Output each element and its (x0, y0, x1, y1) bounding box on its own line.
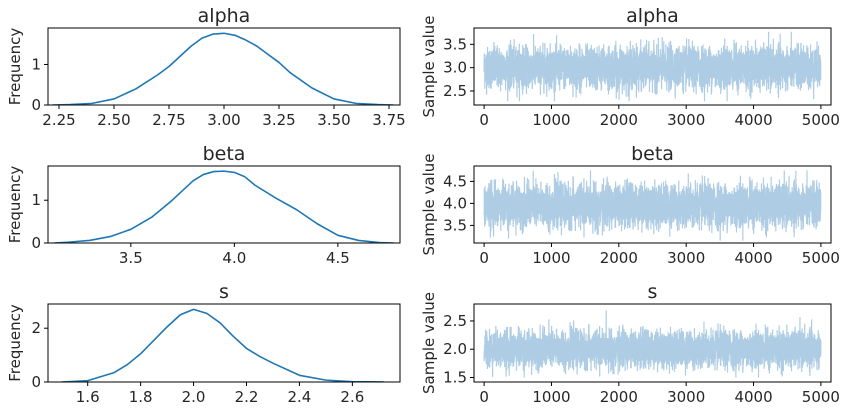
x-tick-label: 3000 (667, 111, 705, 129)
plot-frame (47, 303, 401, 383)
x-tick-label: 3000 (667, 388, 705, 406)
x-tick-label: 5000 (802, 249, 840, 267)
x-tick-label: 4000 (734, 111, 772, 129)
y-tick-label: 1 (31, 55, 41, 73)
panel-1: 0 1000 2000 3000 4000 5000 2.5 3.0 3.5 alpha Sampl… (420, 5, 840, 129)
x-tick-label: 2000 (600, 111, 638, 129)
x-tick-label: 4.5 (326, 249, 350, 267)
x-tick-label: 3000 (667, 249, 705, 267)
density-line (52, 32, 394, 105)
x-tick-label: 1000 (532, 111, 570, 129)
plot-frame (473, 165, 832, 244)
y-axis-label: Sample value (420, 16, 438, 118)
y-tick-label: 3.5 (443, 35, 467, 53)
y-tick-label: 2.0 (443, 340, 467, 358)
y-tick-label: 1 (31, 191, 41, 209)
panel-5: 0 1000 2000 3000 4000 5000 1.5 2.0 2.5 s Sample va… (420, 281, 840, 406)
panel-4: 1.6 1.8 2.0 2.2 2.4 2.6 0 2 s Frequency (6, 281, 401, 406)
x-tick-label: 0 (479, 111, 489, 129)
density-line (54, 170, 394, 243)
x-tick-label: 0 (479, 388, 489, 406)
plot-frame (47, 27, 401, 106)
x-tick-label: 5000 (802, 111, 840, 129)
x-tick-label: 2.25 (42, 111, 75, 129)
x-tick-label: 2.0 (182, 388, 206, 406)
plot-frame (473, 303, 832, 383)
y-axis-label: Frequency (6, 28, 24, 106)
y-tick-label: 2.5 (443, 82, 467, 100)
y-tick-label: 0 (31, 373, 41, 391)
y-tick-label: 4.0 (443, 194, 467, 212)
y-tick-label: 0 (31, 234, 41, 252)
x-tick-label: 3.50 (317, 111, 350, 129)
y-axis-label: Frequency (6, 304, 24, 382)
x-tick-label: 3.25 (262, 111, 295, 129)
trace-line (483, 31, 822, 102)
density-line (61, 308, 385, 382)
panel-3: 0 1000 2000 3000 4000 5000 3.5 4.0 4.5 beta Sample… (420, 143, 840, 267)
y-tick-label: 3.0 (443, 59, 467, 77)
panel-title: s (648, 281, 658, 303)
y-axis-label: Sample value (420, 154, 438, 256)
x-tick-label: 2000 (600, 388, 638, 406)
y-axis-label: Sample value (420, 292, 438, 394)
x-tick-label: 5000 (802, 388, 840, 406)
trace-line (483, 310, 822, 378)
x-tick-label: 1.6 (76, 388, 100, 406)
y-tick-label: 0 (31, 96, 41, 114)
panel-2: 3.5 4.0 4.5 0 1 beta Frequency (6, 143, 401, 267)
panel-title: beta (203, 143, 246, 165)
panel-0: 2.25 2.50 2.75 3.00 3.25 3.50 3.75 0 1 alpha Frequ… (6, 5, 406, 129)
y-axis-label: Frequency (6, 166, 24, 244)
y-tick-label: 2 (31, 319, 41, 337)
trace-line (483, 170, 822, 241)
panel-title: s (219, 281, 229, 303)
y-tick-label: 1.5 (443, 368, 467, 386)
x-tick-label: 3.5 (119, 249, 143, 267)
x-tick-label: 2.2 (235, 388, 259, 406)
x-tick-label: 2.50 (97, 111, 130, 129)
x-tick-label: 1.8 (129, 388, 153, 406)
x-tick-label: 1000 (532, 388, 570, 406)
panel-title: alpha (626, 5, 679, 27)
x-tick-label: 2.6 (340, 388, 364, 406)
x-tick-label: 2000 (600, 249, 638, 267)
y-tick-label: 4.5 (443, 172, 467, 190)
plot-frame (47, 165, 401, 244)
x-tick-label: 1000 (532, 249, 570, 267)
x-tick-label: 4.0 (222, 249, 246, 267)
x-tick-label: 3.75 (372, 111, 405, 129)
x-tick-label: 0 (479, 249, 489, 267)
y-tick-label: 2.5 (443, 312, 467, 330)
x-tick-label: 4000 (734, 249, 772, 267)
x-tick-label: 4000 (734, 388, 772, 406)
x-tick-label: 2.75 (152, 111, 185, 129)
y-tick-label: 3.5 (443, 216, 467, 234)
x-tick-label: 2.4 (287, 388, 311, 406)
plot-frame (473, 27, 832, 106)
x-tick-label: 3.00 (207, 111, 240, 129)
panel-title: alpha (198, 5, 251, 27)
panel-title: beta (631, 143, 674, 165)
